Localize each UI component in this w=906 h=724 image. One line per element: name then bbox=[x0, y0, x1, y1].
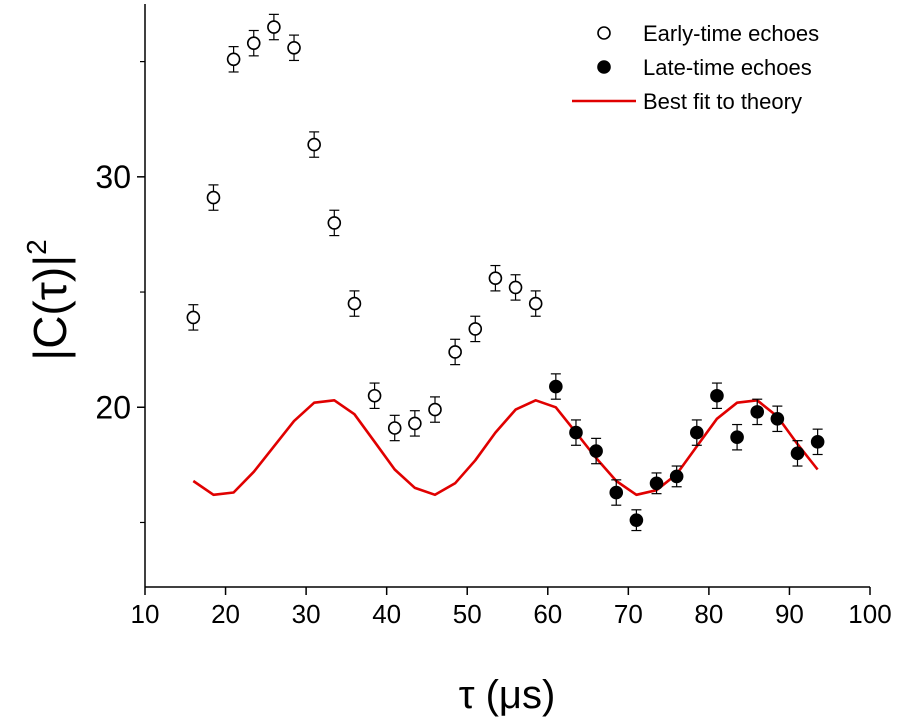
early-echo-marker bbox=[267, 20, 281, 34]
late-echo-marker bbox=[629, 513, 644, 527]
late-echo-point bbox=[569, 419, 583, 446]
late-echo-point bbox=[649, 472, 664, 495]
late-echo-point bbox=[710, 382, 724, 410]
early-echo-marker bbox=[528, 296, 543, 311]
x-tick-label-60: 60 bbox=[533, 599, 562, 629]
early-echo-point bbox=[408, 410, 422, 437]
x-tick-label-90: 90 bbox=[775, 599, 804, 629]
early-echo-point bbox=[428, 396, 442, 423]
early-echo-point bbox=[468, 315, 483, 343]
x-tick-label-100: 100 bbox=[848, 599, 891, 629]
early-echo-point bbox=[448, 338, 462, 366]
y-tick-label-20: 20 bbox=[95, 389, 131, 425]
early-echo-marker bbox=[367, 388, 382, 403]
early-echo-marker bbox=[186, 310, 201, 325]
legend: Early-time echoes Late-time echoes Best … bbox=[572, 21, 819, 114]
axes bbox=[144, 4, 870, 588]
y-tick-label-30: 30 bbox=[95, 159, 131, 195]
late-echo-point bbox=[790, 440, 805, 467]
early-echo-marker bbox=[206, 190, 221, 205]
early-echo-marker bbox=[287, 40, 301, 55]
early-echo-marker bbox=[347, 296, 362, 311]
fit-layer bbox=[192, 398, 819, 497]
y-axis-title-superscript: 2 bbox=[21, 239, 52, 255]
early-echo-marker bbox=[428, 402, 442, 417]
early-echo-point bbox=[488, 264, 503, 292]
points-layer bbox=[186, 13, 825, 532]
late-echo-marker bbox=[549, 379, 563, 394]
late-echo-marker bbox=[589, 444, 603, 458]
early-echo-point bbox=[267, 13, 281, 41]
legend-label-fit: Best fit to theory bbox=[643, 89, 802, 114]
early-echo-marker bbox=[387, 421, 402, 435]
x-tick-label-80: 80 bbox=[694, 599, 723, 629]
late-echo-marker bbox=[730, 430, 744, 445]
early-echo-point bbox=[367, 382, 382, 410]
y-axis-title-main: |C(τ)| bbox=[24, 255, 76, 361]
early-echo-point bbox=[287, 34, 301, 62]
early-echo-marker bbox=[488, 271, 503, 286]
x-axis-title: τ (μs) bbox=[459, 673, 556, 717]
early-echo-marker bbox=[226, 52, 241, 67]
x-tick-label-30: 30 bbox=[292, 599, 321, 629]
early-echo-point bbox=[307, 131, 321, 158]
x-ticks: 10 20 30 40 50 60 70 80 90 100 bbox=[131, 587, 892, 629]
early-echo-point bbox=[387, 414, 402, 442]
late-echo-marker bbox=[690, 425, 704, 440]
early-echo-marker bbox=[246, 36, 261, 50]
early-echo-point bbox=[528, 290, 543, 317]
late-echo-point bbox=[629, 509, 644, 532]
late-echo-marker bbox=[810, 435, 825, 449]
early-echo-point bbox=[508, 274, 523, 301]
early-echo-marker bbox=[408, 416, 422, 431]
legend-label-early: Early-time echoes bbox=[643, 21, 819, 46]
legend-label-late: Late-time echoes bbox=[643, 55, 812, 80]
x-tick-label-20: 20 bbox=[211, 599, 240, 629]
early-echo-point bbox=[327, 209, 342, 237]
late-echo-point bbox=[730, 423, 744, 451]
x-tick-label-10: 10 bbox=[131, 599, 160, 629]
late-echo-marker bbox=[569, 425, 583, 440]
late-echo-point bbox=[669, 465, 684, 488]
early-echo-point bbox=[246, 29, 261, 57]
early-echo-point bbox=[226, 46, 241, 73]
early-echo-point bbox=[186, 304, 201, 331]
late-echo-marker bbox=[770, 411, 785, 426]
late-echo-point bbox=[549, 373, 563, 400]
fit-line bbox=[192, 398, 819, 497]
late-echo-marker bbox=[649, 476, 664, 491]
late-echo-marker bbox=[609, 485, 624, 500]
early-echo-point bbox=[206, 184, 221, 211]
x-tick-label-50: 50 bbox=[453, 599, 482, 629]
x-tick-label-70: 70 bbox=[614, 599, 643, 629]
late-echo-marker bbox=[790, 446, 805, 461]
early-echo-point bbox=[347, 290, 362, 317]
late-echo-marker bbox=[710, 388, 724, 403]
late-echo-point bbox=[750, 398, 765, 426]
late-echo-marker bbox=[750, 405, 765, 419]
legend-marker-early bbox=[597, 26, 611, 40]
late-echo-point bbox=[690, 419, 704, 446]
late-echo-point bbox=[609, 479, 624, 506]
early-echo-marker bbox=[327, 216, 342, 230]
late-echo-point bbox=[589, 437, 603, 465]
early-echo-marker bbox=[307, 137, 321, 152]
early-echo-marker bbox=[448, 345, 462, 359]
y-axis-title: |C(τ)|2 bbox=[21, 239, 76, 361]
late-echo-point bbox=[810, 428, 825, 456]
late-echo-point bbox=[770, 405, 785, 433]
legend-marker-late bbox=[597, 60, 611, 74]
early-echo-marker bbox=[468, 322, 483, 336]
early-echo-marker bbox=[508, 280, 523, 295]
late-echo-marker bbox=[669, 469, 684, 484]
x-tick-label-40: 40 bbox=[372, 599, 401, 629]
